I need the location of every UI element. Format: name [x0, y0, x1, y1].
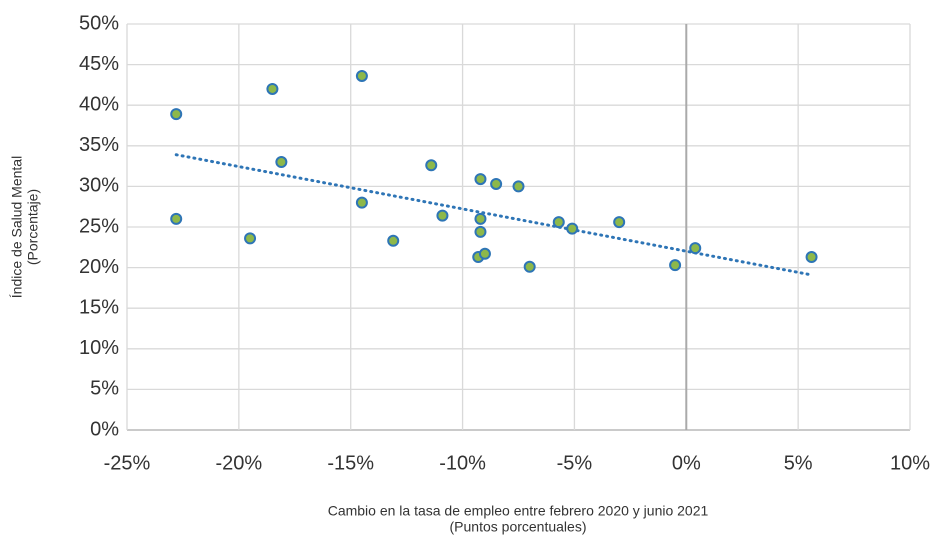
y-tick-label: 10%: [79, 337, 119, 359]
point: [689, 242, 702, 255]
y-tick-label: 45%: [79, 53, 119, 75]
y-axis-label: (Porcentaje): [25, 189, 41, 265]
x-tick-label: -20%: [216, 452, 263, 474]
y-tick-label: 15%: [79, 296, 119, 318]
point: [474, 212, 487, 225]
point: [805, 251, 818, 264]
x-tick-label: -5%: [557, 452, 593, 474]
point: [512, 180, 525, 193]
point: [613, 216, 626, 229]
y-tick-label: 5%: [90, 378, 119, 400]
point: [266, 82, 279, 95]
point: [387, 234, 400, 247]
x-tick-label: 5%: [784, 452, 813, 474]
point: [436, 209, 449, 222]
point: [523, 260, 536, 273]
point: [552, 216, 565, 229]
y-tick-label: 25%: [79, 215, 119, 237]
y-tick-label: 20%: [79, 256, 119, 278]
y-tick-label: 50%: [79, 12, 119, 34]
x-tick-label: -15%: [327, 452, 374, 474]
point: [478, 247, 491, 260]
y-axis-label: Índice de Salud Mental: [9, 156, 25, 298]
point: [244, 232, 257, 245]
x-tick-label: -10%: [439, 452, 486, 474]
x-tick-label: 10%: [890, 452, 930, 474]
point: [490, 177, 503, 190]
point: [355, 69, 368, 82]
point: [170, 212, 183, 225]
point: [669, 259, 682, 272]
x-axis-label: (Puntos porcentuales): [450, 519, 587, 535]
point: [566, 222, 579, 235]
point: [275, 156, 288, 169]
point: [170, 108, 183, 121]
x-tick-label: -25%: [104, 452, 151, 474]
point: [425, 159, 438, 172]
point: [474, 225, 487, 238]
y-tick-label: 0%: [90, 418, 119, 440]
y-tick-label: 40%: [79, 93, 119, 115]
y-tick-label: 35%: [79, 134, 119, 156]
x-axis-label: Cambio en la tasa de empleo entre febrer…: [328, 503, 709, 519]
trendline: [174, 153, 814, 277]
point: [474, 173, 487, 186]
point: [355, 196, 368, 209]
x-tick-label: 0%: [672, 452, 701, 474]
y-tick-label: 30%: [79, 175, 119, 197]
